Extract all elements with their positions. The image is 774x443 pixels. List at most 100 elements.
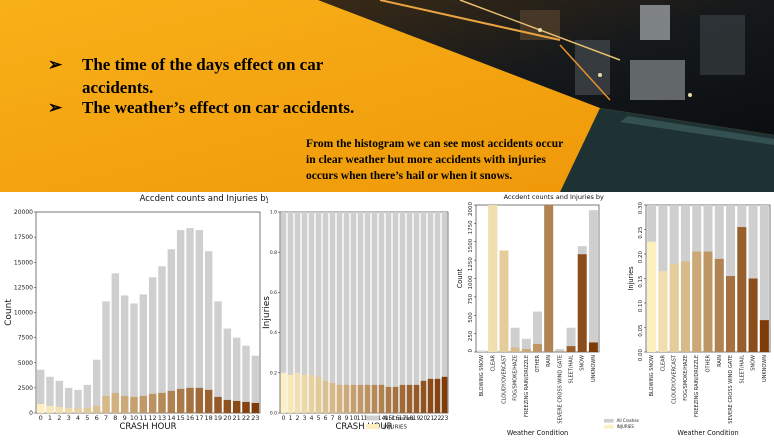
bar-injuries xyxy=(511,348,520,352)
bar-all-crashes xyxy=(351,212,357,413)
bar-all-crashes xyxy=(177,230,184,413)
bar-injuries xyxy=(196,388,203,413)
bar-all-crashes xyxy=(158,266,165,413)
bar-injuries xyxy=(589,342,598,352)
x-tick-label: 0 xyxy=(39,414,43,422)
x-axis-label: CRASH HOUR xyxy=(119,422,176,432)
x-tick-label: SEVERE CROSS WIND GATE xyxy=(728,355,734,424)
x-tick-label: CLEAR xyxy=(490,354,496,371)
bar-injuries xyxy=(316,377,322,413)
bar-all-crashes xyxy=(214,301,221,413)
legend-swatch xyxy=(366,416,379,421)
y-tick-label: 0.10 xyxy=(638,300,644,313)
chart-weather-counts: Accdent counts and Injuries by Weather C… xyxy=(455,192,605,443)
bar-injuries xyxy=(84,408,91,413)
chart-weather-counts-svg: Accdent counts and Injuries by Weather C… xyxy=(455,192,605,438)
bar-all-crashes xyxy=(358,212,364,413)
y-tick-label: 0.6 xyxy=(270,290,277,296)
bar-all-crashes xyxy=(130,303,137,413)
y-tick-label: 250 xyxy=(468,330,474,341)
bar-all-crashes xyxy=(112,273,119,413)
x-tick-label: UNKNOWN xyxy=(762,355,768,382)
bar-injuries xyxy=(372,385,378,413)
x-tick-label: SEVERE CROSS WIND GATE xyxy=(557,355,563,424)
x-tick-label: 7 xyxy=(104,414,108,422)
bar-injuries xyxy=(567,346,576,352)
bar-injuries xyxy=(703,252,712,352)
bar-injuries xyxy=(658,271,667,352)
x-tick-label: 12 xyxy=(149,414,157,422)
bullet-line: accidents. xyxy=(82,77,153,98)
x-tick-label: 10 xyxy=(130,414,138,422)
chart-title: Accdent counts and Injuries by Weather C… xyxy=(504,193,605,201)
bar-injuries xyxy=(358,385,364,413)
bar-injuries xyxy=(421,381,427,413)
x-tick-label: CLEAR xyxy=(660,354,666,371)
x-tick-label: BLOWING SNOW xyxy=(649,355,655,396)
bar-all-crashes xyxy=(386,212,392,413)
bar-injuries xyxy=(242,402,249,413)
y-tick-label: 0.0 xyxy=(270,411,277,417)
y-tick-label: 20000 xyxy=(14,209,33,216)
bar-all-crashes xyxy=(379,212,385,413)
bar-injuries xyxy=(140,396,147,413)
x-tick-label: 6 xyxy=(324,415,328,422)
y-axis-label: Injuries xyxy=(262,296,272,329)
y-tick-label: 1000 xyxy=(468,275,474,289)
bar-all-crashes xyxy=(365,212,371,413)
y-tick-label: 15000 xyxy=(14,259,33,266)
x-tick-label: BLOWING SNOW xyxy=(479,355,485,396)
x-tick-label: 0 xyxy=(282,415,286,422)
bar-injuries xyxy=(544,205,553,352)
legend-swatch xyxy=(604,419,614,423)
bar-all-crashes xyxy=(140,294,147,413)
bar-injuries xyxy=(692,252,701,352)
y-tick-label: 750 xyxy=(468,293,474,304)
y-axis-label: Count xyxy=(456,268,464,288)
bar-injuries xyxy=(681,261,690,352)
bar-injuries xyxy=(130,397,137,413)
x-tick-label: SLEET/HAIL xyxy=(569,355,575,384)
x-tick-label: UNKNOWN xyxy=(591,355,597,382)
bar-injuries xyxy=(726,276,735,352)
bar-injuries xyxy=(288,375,294,413)
y-tick-label: 1500 xyxy=(468,238,474,252)
bar-injuries xyxy=(400,385,406,413)
bar-injuries xyxy=(533,344,542,352)
bar-injuries xyxy=(337,385,343,413)
bar-all-crashes xyxy=(372,212,378,413)
y-tick-label: 17500 xyxy=(14,234,33,241)
bullet-line: The time of the days effect on car xyxy=(82,54,323,75)
x-tick-label: 23 xyxy=(441,415,449,422)
slide-banner: ➢ The time of the days effect on car acc… xyxy=(0,0,774,192)
x-axis-label: Weather Condition xyxy=(677,429,738,437)
legend-label: INJURIES xyxy=(383,425,407,431)
chart-hour-counts: Accdent counts and Injuries by CRASH HOU… xyxy=(0,192,268,443)
bar-injuries xyxy=(37,404,44,413)
y-tick-label: 0 xyxy=(468,349,474,353)
bar-injuries xyxy=(158,393,165,413)
x-tick-label: 11 xyxy=(139,414,147,422)
y-tick-label: 0.15 xyxy=(638,275,644,288)
x-tick-label: 9 xyxy=(345,415,349,422)
bar-injuries xyxy=(149,394,156,413)
x-tick-label: 1 xyxy=(48,414,52,422)
bar-injuries xyxy=(344,385,350,413)
x-tick-label: 4 xyxy=(310,415,314,422)
bar-all-crashes xyxy=(196,230,203,413)
bar-injuries xyxy=(499,251,508,352)
bar-injuries xyxy=(46,406,53,413)
bar-injuries xyxy=(309,375,315,413)
bar-injuries xyxy=(177,389,184,413)
y-tick-label: 2000 xyxy=(468,202,474,216)
bar-injuries xyxy=(205,390,212,413)
bar-injuries xyxy=(435,379,441,413)
bar-injuries xyxy=(442,377,448,413)
y-tick-label: 0.00 xyxy=(638,349,644,362)
bar-injuries xyxy=(365,385,371,413)
y-tick-label: 7500 xyxy=(18,335,33,342)
bar-injuries xyxy=(214,397,221,413)
x-tick-label: 7 xyxy=(331,415,335,422)
caption-line: occurs when there’s hail or when it snow… xyxy=(306,168,606,184)
y-tick-label: 10000 xyxy=(14,310,33,317)
